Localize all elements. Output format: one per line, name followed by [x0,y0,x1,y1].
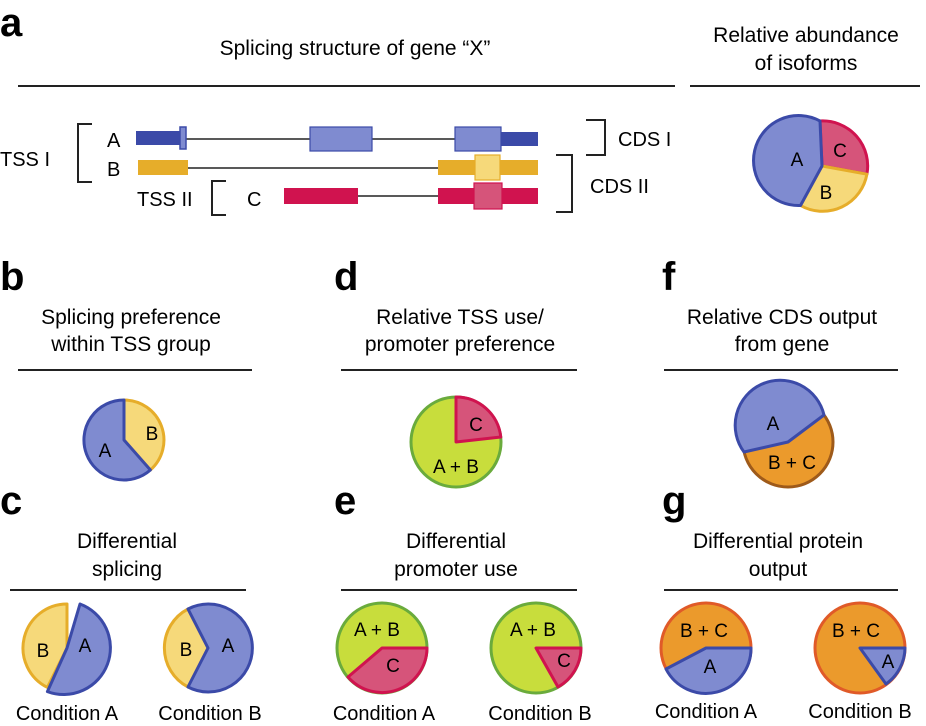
panel-e: e Differential promoter use A + B C A + … [333,479,592,725]
panel-g-title-line2: output [749,558,808,581]
panel-b: b Splicing preference within TSS group A… [0,255,252,482]
cds-ii-bracket [556,154,573,213]
abundance-label-a: A [791,150,804,171]
condition-b-protein-pie: B + C A [813,601,907,695]
splicing-slice-b [122,398,166,472]
splicing-label-b: B [146,424,159,445]
condition-b-splicing-pie: B A [162,602,254,694]
panel-a-title: Splicing structure of gene “X” [220,37,491,60]
panel-letter-b: b [0,255,24,299]
isoform-b-track [138,154,538,181]
isoform-a-track [136,126,538,152]
cds-ii-label: CDS II [590,176,649,198]
cond-b-protein-label-a: A [882,652,895,673]
cds-output-label-a: A [767,414,780,435]
cond-a-promoter-label-ab: A + B [354,620,400,641]
isoform-b-label: B [107,159,120,181]
tss-ii-bracket [211,180,226,216]
cond-b-promoter-label-ab: A + B [510,620,556,641]
cond-b-promoter-label-c: C [557,651,571,672]
cond-b-slice-a [186,602,254,694]
panel-d: d Relative TSS use/ promoter preference … [334,255,577,489]
panel-c-condition-a: Condition A [16,703,119,725]
condition-a-promoter-pie: A + B C [335,601,429,695]
cond-b-protein-slice-a [858,646,907,686]
panel-f-title-line2: from gene [735,333,830,356]
splicing-preference-pie: A B [82,398,166,482]
cond-b-promoter-slice-c [534,646,583,689]
splicing-label-a: A [99,441,112,462]
isoform-a-label: A [107,130,121,152]
condition-a-splicing-pie: B A [21,602,112,697]
cond-a-protein-label-a: A [704,657,717,678]
abundance-slice-a [752,114,824,208]
panel-b-title-line2: within TSS group [50,333,211,356]
panel-e-title-line1: Differential [406,530,506,553]
cond-a-protein-slice-a [664,646,753,695]
panel-f: f Relative CDS output from gene A B + C [662,255,898,489]
panel-a: a Splicing structure of gene “X” Relativ… [0,1,920,216]
panel-letter-d: d [334,255,358,299]
cond-b-protein-label-bc: B + C [832,621,880,642]
panel-b-title-line1: Splicing preference [41,306,221,329]
abundance-slice-c [818,119,870,176]
isoform-c-label: C [247,189,261,211]
panel-letter-a: a [0,1,23,45]
panel-letter-g: g [662,479,686,523]
panel-g-condition-a: Condition A [655,701,758,723]
cond-b-label-a: A [222,636,235,657]
tss-use-pie: C A + B [409,395,503,489]
condition-b-promoter-pie: A + B C [489,601,583,695]
tss-use-label-ab: A + B [433,457,479,478]
cond-a-slice-a [45,602,112,697]
panel-f-title-line1: Relative CDS output [687,306,877,329]
cond-a-slice-b [21,602,69,689]
splicing-slice-a [82,398,152,482]
panel-g: g Differential protein output B + C A B … [655,479,912,723]
panel-e-condition-a: Condition A [333,703,436,725]
cds-output-slice-a [733,378,826,454]
cond-a-promoter-slice-c [346,646,429,695]
panel-c-title-line2: splicing [92,558,162,581]
panel-d-title-line2: promoter preference [365,333,555,356]
condition-a-protein-pie: B + C A [659,601,753,695]
panel-g-condition-b: Condition B [808,701,911,723]
panel-e-title-line2: promoter use [394,558,518,581]
panel-g-title-line1: Differential protein [693,530,863,553]
panel-c: c Differential splicing B A B A Conditio… [0,479,262,725]
panel-letter-f: f [662,255,676,299]
abundance-title-line2: of isoforms [755,52,858,75]
cond-b-label-b: B [180,640,193,661]
panel-c-condition-b: Condition B [158,703,261,725]
abundance-title-line1: Relative abundance [713,24,899,47]
abundance-pie: A C B [752,114,870,213]
isoform-c-track [284,182,538,210]
panel-letter-e: e [334,479,356,523]
cds-output-label-bc: B + C [768,453,816,474]
cond-a-promoter-label-c: C [386,656,400,677]
tss-use-label-c: C [469,415,483,436]
abundance-label-c: C [833,141,847,162]
tss-ii-label: TSS II [137,189,193,211]
cond-a-label-b: B [37,641,50,662]
tss-i-label: TSS I [0,149,50,171]
tss-i-bracket [77,123,92,183]
panel-c-title-line1: Differential [77,530,177,553]
tss-use-slice-c [454,395,503,444]
cond-a-label-a: A [79,636,92,657]
cds-i-label: CDS I [618,129,671,151]
cds-i-bracket [586,119,606,156]
cds-output-pie: A B + C [733,378,835,489]
panel-letter-c: c [0,479,22,523]
panel-d-title-line1: Relative TSS use/ [376,306,544,329]
panel-e-condition-b: Condition B [488,703,591,725]
cond-a-protein-label-bc: B + C [680,621,728,642]
abundance-label-b: B [820,183,833,204]
